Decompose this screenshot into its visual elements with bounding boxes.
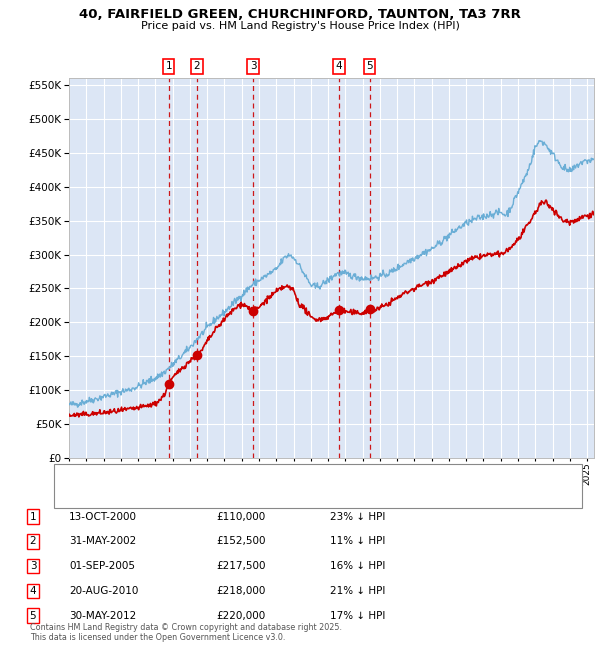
Text: £218,000: £218,000: [216, 586, 265, 596]
Text: £152,500: £152,500: [216, 536, 265, 547]
Text: 40, FAIRFIELD GREEN, CHURCHINFORD, TAUNTON, TA3 7RR: 40, FAIRFIELD GREEN, CHURCHINFORD, TAUNT…: [79, 8, 521, 21]
Text: 1: 1: [29, 512, 37, 522]
Text: 4: 4: [29, 586, 37, 596]
Text: 21% ↓ HPI: 21% ↓ HPI: [330, 586, 385, 596]
Text: 13-OCT-2000: 13-OCT-2000: [69, 512, 137, 522]
Text: Contains HM Land Registry data © Crown copyright and database right 2025.
This d: Contains HM Land Registry data © Crown c…: [30, 623, 342, 642]
Text: 16% ↓ HPI: 16% ↓ HPI: [330, 561, 385, 571]
Text: £110,000: £110,000: [216, 512, 265, 522]
Text: 3: 3: [29, 561, 37, 571]
Text: 01-SEP-2005: 01-SEP-2005: [69, 561, 135, 571]
Text: 23% ↓ HPI: 23% ↓ HPI: [330, 512, 385, 522]
Text: £217,500: £217,500: [216, 561, 265, 571]
Text: 2: 2: [194, 61, 200, 72]
Text: 11% ↓ HPI: 11% ↓ HPI: [330, 536, 385, 547]
Text: HPI: Average price, detached house, Somerset: HPI: Average price, detached house, Some…: [99, 491, 326, 501]
Text: Price paid vs. HM Land Registry's House Price Index (HPI): Price paid vs. HM Land Registry's House …: [140, 21, 460, 31]
Text: £220,000: £220,000: [216, 610, 265, 621]
Text: 2: 2: [29, 536, 37, 547]
Text: 5: 5: [367, 61, 373, 72]
Text: 1: 1: [166, 61, 172, 72]
Text: 40, FAIRFIELD GREEN, CHURCHINFORD, TAUNTON, TA3 7RR (detached house): 40, FAIRFIELD GREEN, CHURCHINFORD, TAUNT…: [99, 471, 479, 482]
Text: 5: 5: [29, 610, 37, 621]
Text: 31-MAY-2002: 31-MAY-2002: [69, 536, 136, 547]
Text: 3: 3: [250, 61, 256, 72]
Text: 17% ↓ HPI: 17% ↓ HPI: [330, 610, 385, 621]
Text: 20-AUG-2010: 20-AUG-2010: [69, 586, 139, 596]
Text: 30-MAY-2012: 30-MAY-2012: [69, 610, 136, 621]
Text: 4: 4: [335, 61, 342, 72]
